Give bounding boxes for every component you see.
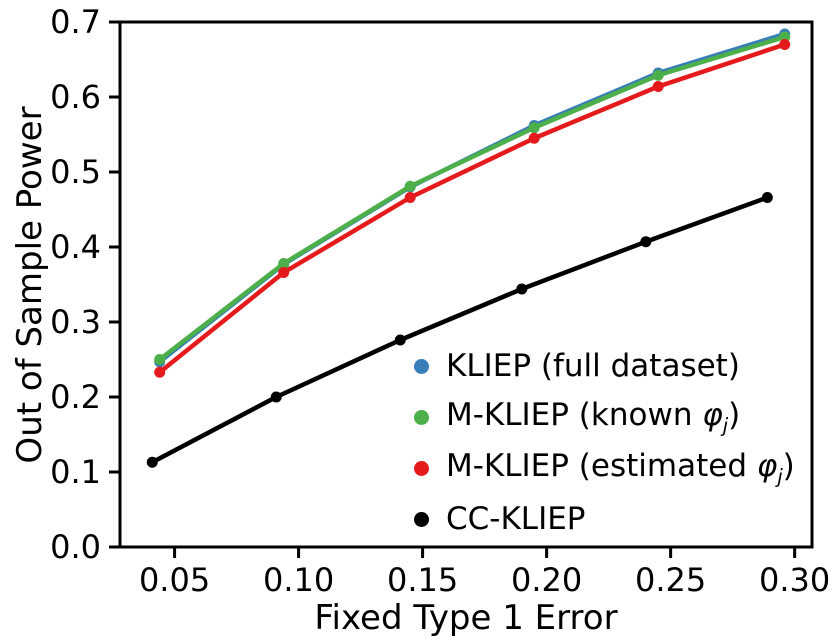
legend-label: KLIEP (full dataset): [446, 348, 740, 384]
y-tick-label: 0.5: [50, 153, 101, 191]
x-tick-label: 0.05: [139, 561, 210, 599]
data-point-cc-kliep: [761, 192, 773, 203]
legend-label: CC-KLIEP: [446, 501, 586, 537]
legend-swatch-m-kliep-known-phi: [414, 410, 429, 425]
data-point-cc-kliep: [394, 334, 406, 346]
data-point-cc-kliep: [270, 391, 282, 403]
series-line-m-kliep-known-phi: [157, 34, 787, 362]
data-point-cc-kliep: [146, 456, 158, 468]
y-tick-label: 0.7: [50, 3, 101, 41]
plot-frame: [118, 20, 814, 549]
x-tick-label: 0.15: [387, 561, 458, 599]
legend-swatch-cc-kliep: [414, 512, 429, 527]
y-tick-label: 0.2: [50, 378, 101, 416]
data-point-cc-kliep: [640, 236, 652, 248]
data-point-m-kliep-estimated-phi: [154, 366, 166, 378]
data-point-cc-kliep: [516, 283, 528, 295]
y-axis-label: Out of Sample Power: [10, 106, 50, 464]
legend-swatch-kliep-full-dataset: [414, 359, 429, 374]
y-tick-label: 0.0: [50, 528, 101, 566]
legend-item-cc-kliep: CC-KLIEP: [408, 494, 795, 545]
data-point-m-kliep-known-phi: [528, 122, 540, 134]
data-point-m-kliep-known-phi: [652, 69, 664, 81]
legend-label: M-KLIEP (estimated φj): [446, 447, 795, 488]
y-tick-label: 0.4: [50, 228, 101, 266]
x-axis-label: Fixed Type 1 Error: [314, 598, 618, 638]
data-point-m-kliep-known-phi: [154, 354, 166, 365]
data-point-m-kliep-estimated-phi: [404, 192, 416, 203]
series-line-m-kliep-estimated-phi: [157, 42, 787, 375]
data-point-m-kliep-known-phi: [404, 180, 416, 192]
data-point-m-kliep-known-phi: [278, 258, 290, 269]
y-tick-label: 0.1: [50, 453, 101, 491]
data-point-m-kliep-estimated-phi: [278, 267, 290, 278]
y-tick-label: 0.6: [50, 78, 101, 116]
legend-item-m-kliep-known-phi: M-KLIEP (known φj): [408, 392, 795, 443]
y-tick-label: 0.3: [50, 303, 101, 341]
x-tick-label: 0.20: [511, 561, 582, 599]
legend-item-m-kliep-estimated-phi: M-KLIEP (estimated φj): [408, 443, 795, 494]
series-line-cc-kliep: [149, 195, 770, 465]
legend: KLIEP (full dataset) M-KLIEP (known φj) M-…: [408, 341, 795, 545]
legend-label: M-KLIEP (known φj): [446, 396, 741, 437]
series-line-kliep-full-dataset: [157, 31, 787, 364]
x-tick-label: 0.25: [635, 561, 706, 599]
x-tick-label: 0.30: [759, 561, 830, 599]
data-point-m-kliep-estimated-phi: [652, 81, 664, 92]
legend-item-kliep-full-dataset: KLIEP (full dataset): [408, 341, 795, 392]
data-point-m-kliep-estimated-phi: [779, 39, 791, 50]
legend-swatch-m-kliep-estimated-phi: [414, 461, 429, 476]
data-point-m-kliep-estimated-phi: [528, 132, 540, 144]
x-tick-label: 0.10: [263, 561, 334, 599]
